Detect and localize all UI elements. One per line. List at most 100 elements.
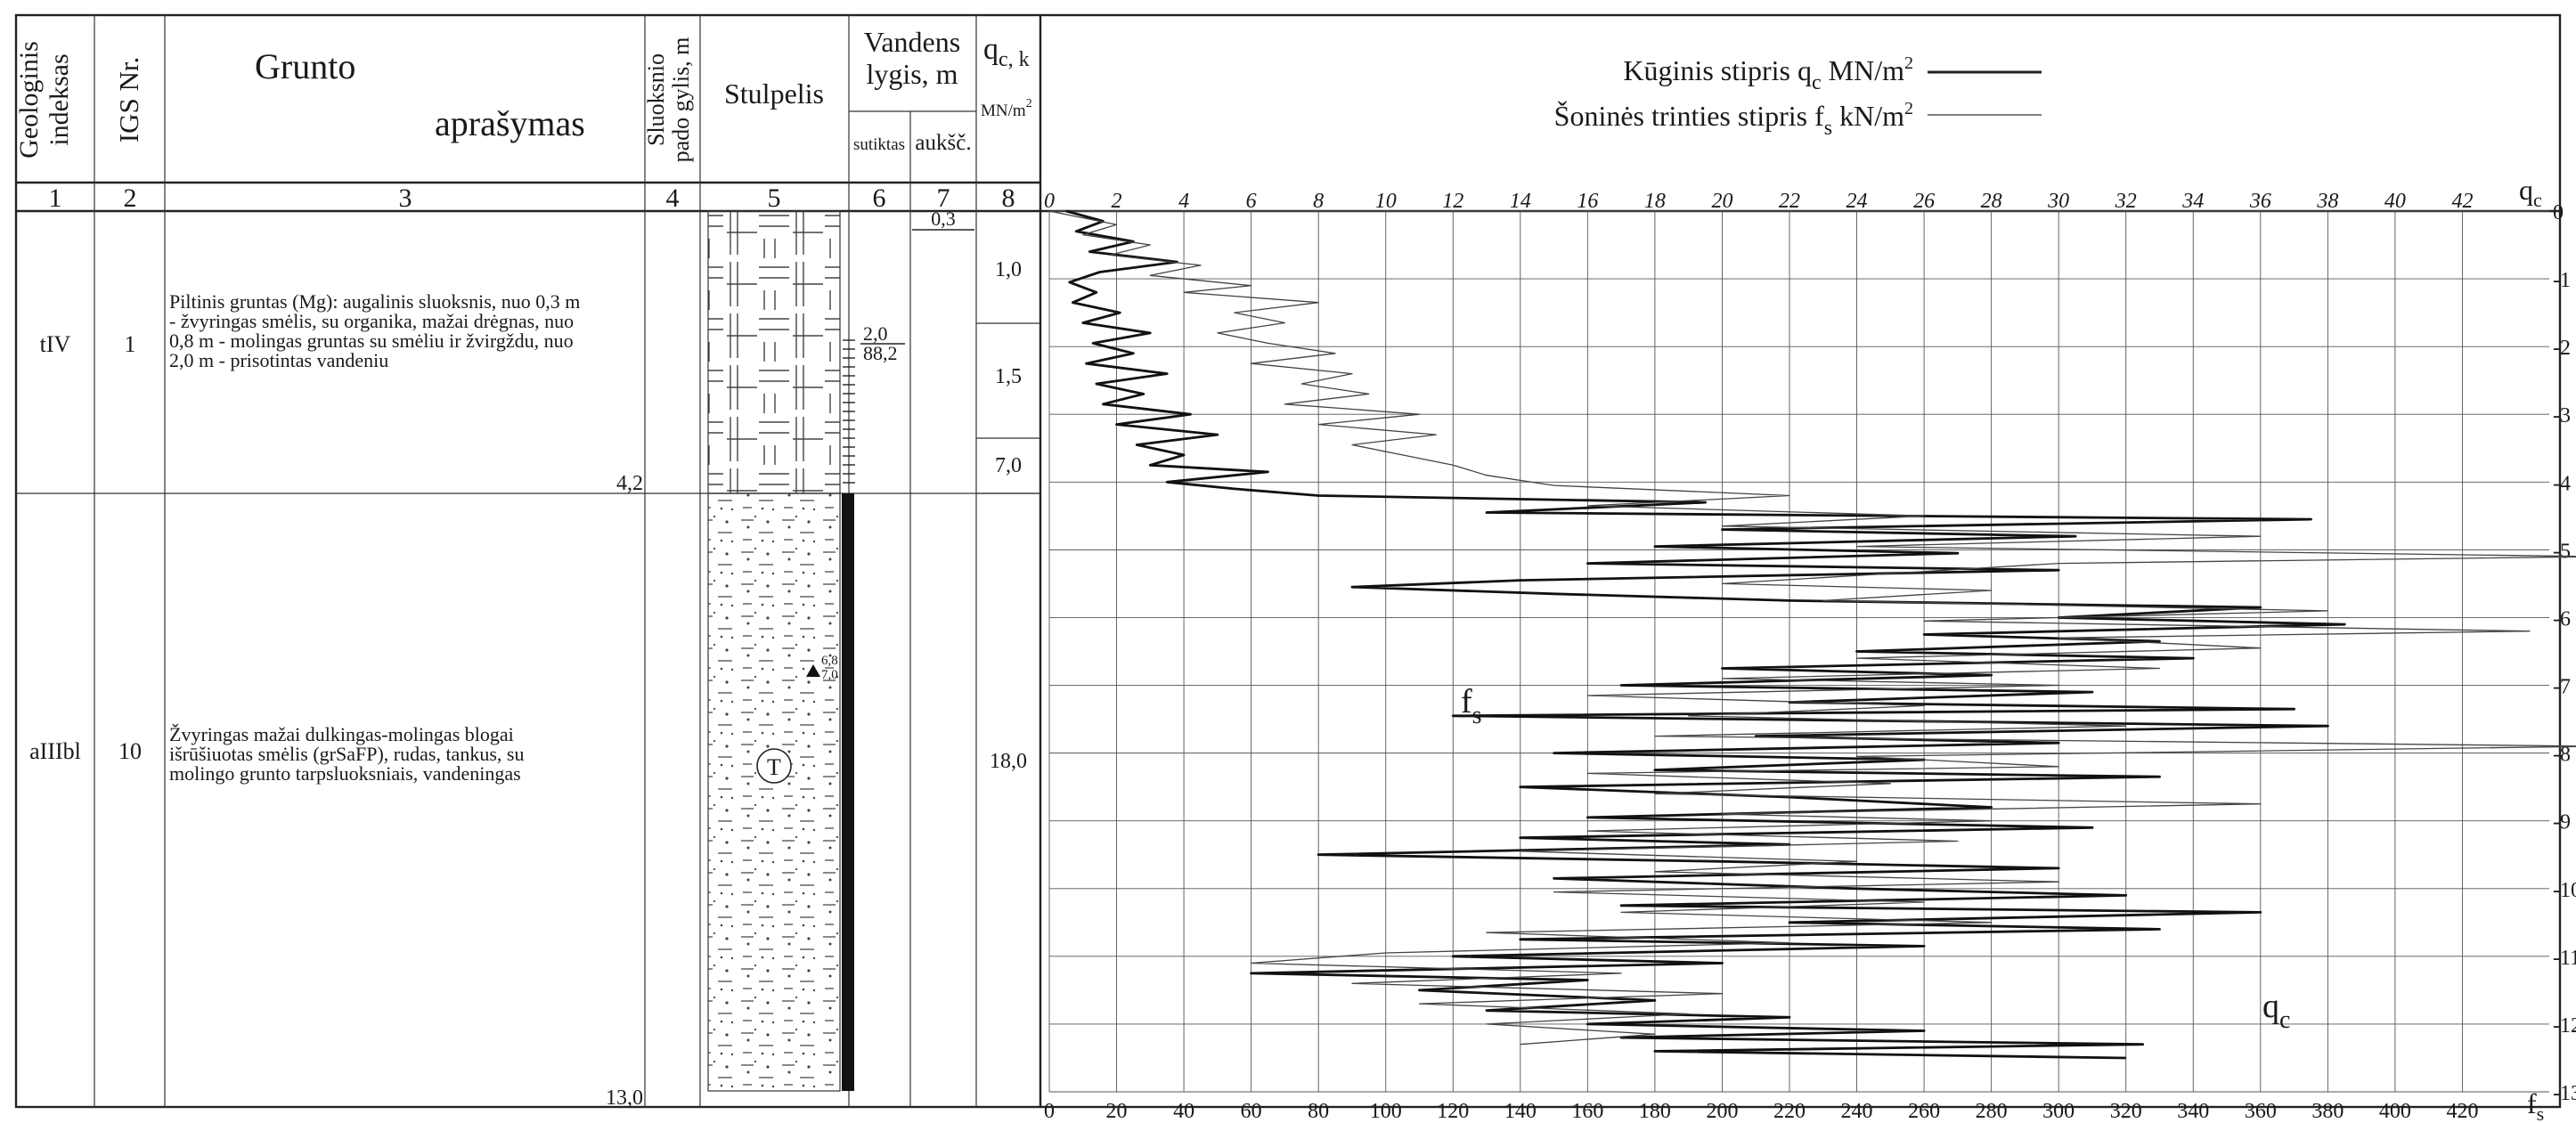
tick-depth--10: -10: [2553, 879, 2576, 902]
series-fs-line: [1048, 210, 2576, 1046]
tick-depth--3: -3: [2553, 404, 2571, 427]
water-level-marks: 2,0 88,2 0,3: [860, 208, 974, 364]
sand-hatch: [707, 492, 841, 1092]
tick-fs-280: 280: [1976, 1100, 2008, 1123]
tick-qc-24: 24: [1846, 190, 1868, 213]
tick-qc-16: 16: [1577, 190, 1598, 213]
header-water-met: sutiktas: [853, 135, 905, 154]
chart-ticks: 0 2 4 6 8 10 12 14 16 18 20 22 24 26 28 30 32 34 36 38 40 420…: [1044, 190, 2576, 1123]
lithology-column: 6,8 7,0 T: [707, 210, 855, 1092]
layer-1-description: Piltinis gruntas (Mg): augalinis sluoksn…: [169, 290, 585, 371]
tick-qc-36: 36: [2249, 190, 2271, 213]
tick-depth--9: -9: [2553, 811, 2571, 834]
tick-qc-26: 26: [1913, 190, 1935, 213]
tick-fs-320: 320: [2110, 1100, 2142, 1123]
tick-depth--13: -13: [2553, 1082, 2576, 1105]
header-layer-depth-line1: Sluoksnio: [643, 53, 669, 146]
water-level-top: 0,3: [931, 208, 956, 230]
header-layer-depth-line2: pado gylis, m: [668, 37, 694, 163]
header-soil-title: Grunto: [255, 46, 355, 86]
column-number-row: 1 2 3 4 5 6 7 8: [49, 183, 1015, 213]
tick-fs-240: 240: [1841, 1100, 1873, 1123]
tick-qc-38: 38: [2316, 190, 2338, 213]
tick-depth--4: -4: [2553, 472, 2571, 495]
tick-depth--1: -1: [2553, 269, 2571, 292]
tick-fs-40: 40: [1173, 1100, 1194, 1123]
column-number-8: 8: [1002, 183, 1015, 213]
water-scale-ticks: [843, 339, 855, 484]
column-number-4: 4: [666, 183, 680, 213]
tick-depth--11: -11: [2553, 947, 2576, 970]
water-met-elevation: 88,2: [863, 342, 898, 364]
tick-fs-200: 200: [1706, 1100, 1738, 1123]
layer-1-igs: 1: [125, 331, 136, 357]
sample-circle-icon: [756, 748, 792, 784]
tick-qc-6: 6: [1246, 190, 1257, 213]
sample-symbol: T: [767, 754, 781, 780]
tick-qc-34: 34: [2181, 190, 2204, 213]
tick-fs-0: 0: [1044, 1100, 1055, 1123]
layer-2-igs: 10: [118, 738, 142, 764]
tick-depth--7: -7: [2553, 676, 2571, 699]
header-water-level-line1: Vandens: [864, 26, 960, 58]
tick-fs-360: 360: [2245, 1100, 2277, 1123]
tick-depth--8: -8: [2553, 744, 2571, 767]
tick-depth--12: -12: [2553, 1014, 2576, 1038]
curve-label-qc: qc: [2262, 988, 2290, 1034]
axis-fs-label: fs: [2527, 1087, 2544, 1123]
header-water-level-line2: lygis, m: [866, 58, 958, 90]
tick-qc-30: 30: [2047, 190, 2069, 213]
tick-fs-20: 20: [1106, 1100, 1128, 1123]
header-water-elevation: aukšč.: [915, 131, 971, 155]
qck-value-2: 1,5: [995, 365, 1022, 388]
chart-series: [1048, 209, 2576, 1060]
sample-depth-bottom: 7,0: [821, 668, 838, 682]
water-met-depth: 2,0: [863, 322, 888, 345]
tick-qc-42: 42: [2451, 190, 2473, 213]
qck-value-3: 7,0: [995, 454, 1022, 477]
tick-fs-380: 380: [2311, 1100, 2344, 1123]
header-soil-description: aprašymas: [435, 103, 585, 143]
tick-depth--5: -5: [2553, 540, 2571, 563]
fill-soil-hatch: [707, 210, 841, 494]
tick-qc-40: 40: [2384, 190, 2406, 213]
header-column-graphic: Stulpelis: [724, 77, 824, 110]
curve-label-fs: fs: [1461, 683, 1482, 729]
tick-depth--2: -2: [2553, 337, 2571, 360]
axis-qc-label: qc: [2519, 174, 2542, 211]
legend-qc-label: Kūginis stipris qc MN/m2: [1623, 53, 1913, 94]
tick-qc-4: 4: [1178, 190, 1189, 213]
column-number-2: 2: [124, 183, 137, 213]
layer-2-description: Žvyringas mažai dulkingas-molingas bloga…: [169, 723, 529, 785]
qck-column: 1,0 1,5 7,0 18,0: [976, 258, 1040, 773]
qck-value-1: 1,0: [995, 258, 1022, 281]
tick-fs-420: 420: [2446, 1100, 2478, 1123]
tick-qc-14: 14: [1510, 190, 1531, 213]
chart-grid: [1048, 210, 2549, 1093]
tick-qc-22: 22: [1779, 190, 1800, 213]
cpt-chart: 0 2 4 6 8 10 12 14 16 18 20 22 24 26 28 30 32 34 36 38 40 420…: [1044, 174, 2576, 1123]
tick-fs-60: 60: [1241, 1100, 1262, 1123]
tick-fs-160: 160: [1571, 1100, 1603, 1123]
header-qck-unit: MN/m2: [981, 97, 1032, 120]
header-geological-index-line1: Geologinis: [14, 41, 44, 159]
tick-fs-400: 400: [2379, 1100, 2411, 1123]
column-number-1: 1: [49, 183, 62, 213]
tick-fs-340: 340: [2177, 1100, 2209, 1123]
tick-qc-18: 18: [1644, 190, 1666, 213]
tick-depth-0: 0: [2553, 201, 2564, 224]
column-number-3: 3: [399, 183, 412, 213]
tick-fs-260: 260: [1908, 1100, 1940, 1123]
layer-row-2: aIIIbl 10 Žvyringas mažai dulkingas-moli…: [29, 723, 643, 1110]
tick-qc-10: 10: [1375, 190, 1397, 213]
header-igs-number: IGS Nr.: [113, 57, 144, 142]
table-header: Geologinis indeksas IGS Nr. Grunto apraš…: [14, 26, 2042, 213]
table-frame: [14, 13, 2562, 1109]
sample-depth-top: 6,8: [821, 654, 838, 668]
tick-qc-2: 2: [1112, 190, 1122, 213]
column-number-6: 6: [873, 183, 886, 213]
layer-1-index: tIV: [40, 331, 71, 357]
qck-value-4: 18,0: [990, 750, 1027, 773]
column-number-5: 5: [768, 183, 781, 213]
